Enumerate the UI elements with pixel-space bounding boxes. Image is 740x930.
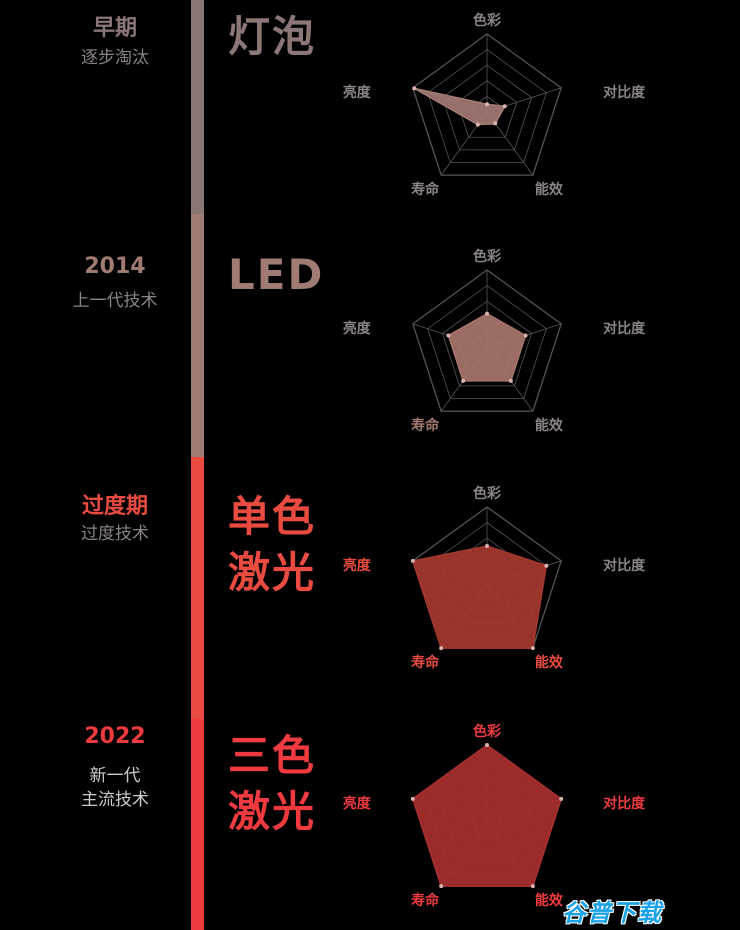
- radar-data-point: [446, 333, 451, 338]
- radar-data-point: [493, 121, 498, 126]
- radar-axis-label: 亮度: [343, 84, 372, 101]
- radar-axis-label: 亮度: [343, 320, 372, 337]
- radar-data-area: [411, 744, 563, 887]
- radar-data-point: [475, 122, 480, 127]
- radar-axis-label: 对比度: [603, 84, 646, 101]
- radar-data-point: [502, 104, 507, 109]
- tech-title-line: 三色: [228, 731, 317, 780]
- radar-data-area: [413, 87, 507, 126]
- era-label: 2022: [84, 724, 146, 749]
- radar-axis-label: 寿命: [411, 417, 440, 434]
- radar-data-point: [410, 558, 415, 563]
- radar-data-point: [523, 333, 528, 338]
- radar-axis-label: 色彩: [473, 723, 501, 740]
- era-label: 2014: [84, 254, 146, 279]
- watermark-logo: 谷普下载: [562, 899, 662, 927]
- radar-axis-label: 能效: [535, 654, 564, 671]
- radar-data-point: [412, 86, 417, 91]
- radar-data-point: [410, 796, 415, 801]
- tech-title: LED: [228, 247, 324, 303]
- radar-data-point: [439, 646, 444, 651]
- radar-data-point: [485, 102, 489, 107]
- radar-data-area: [447, 312, 527, 382]
- era-subtitle: 主流技术: [81, 790, 149, 810]
- radar-data-point: [461, 378, 466, 383]
- era-label: 过度期: [81, 494, 148, 519]
- timeline-segment-2022: [191, 719, 204, 930]
- radar-data-point: [439, 884, 444, 889]
- radar-data-point: [508, 378, 513, 383]
- timeline-segment-transition: [191, 457, 204, 719]
- radar-axis-label: 色彩: [473, 248, 501, 265]
- radar-grid-ring: [442, 64, 532, 151]
- tech-title-line: LED: [228, 250, 325, 299]
- radar-axis-label: 对比度: [603, 795, 646, 812]
- radar-axis-label: 对比度: [603, 557, 646, 574]
- radar-data-point: [544, 563, 549, 568]
- tech-title-line: 灯泡: [228, 12, 317, 61]
- tech-title: 三色 激光: [228, 728, 316, 840]
- radar-axis-label: 寿命: [411, 892, 440, 909]
- radar-axis-label: 亮度: [343, 557, 372, 574]
- era-subtitle: 上一代技术: [72, 291, 158, 311]
- era-subtitle: 过度技术: [81, 524, 149, 544]
- radar-grid-ring: [427, 285, 547, 399]
- radar-axis-label: 寿命: [411, 654, 440, 671]
- radar-axis-label: 能效: [535, 892, 564, 909]
- tech-title-line: 单色: [228, 492, 317, 541]
- radar-axis-label: 对比度: [603, 320, 646, 337]
- radar-grid-ring: [427, 49, 547, 163]
- radar-data-area: [411, 545, 548, 649]
- radar-data-point: [485, 544, 489, 548]
- timeline-segment-early: [191, 0, 204, 214]
- radar-data-point: [530, 884, 535, 889]
- radar-axis-label: 色彩: [473, 12, 501, 29]
- era-label: 早期: [92, 16, 137, 41]
- radar-axis-label: 色彩: [473, 485, 501, 502]
- radar-data-point: [530, 646, 535, 651]
- radar-grid-ring: [412, 269, 562, 412]
- era-subtitle: 逐步淘汰: [81, 48, 149, 68]
- tech-title-line: 激光: [228, 548, 317, 597]
- radar-axis-label: 能效: [535, 417, 564, 434]
- tech-title: 灯泡: [228, 9, 316, 65]
- radar-axis-label: 亮度: [343, 795, 372, 812]
- radar-axis-label: 寿命: [411, 181, 440, 198]
- radar-data-point: [559, 796, 564, 801]
- radar-axis-label: 能效: [535, 181, 564, 198]
- tech-title-line: 激光: [228, 787, 317, 836]
- tech-title: 单色 激光: [228, 489, 316, 601]
- radar-data-point: [485, 311, 489, 316]
- era-subtitle: 新一代: [89, 766, 141, 786]
- radar-grid-ring: [442, 300, 532, 387]
- radar-grid-ring: [412, 33, 562, 176]
- timeline-segment-2014: [191, 214, 204, 457]
- radar-data-point: [485, 743, 489, 747]
